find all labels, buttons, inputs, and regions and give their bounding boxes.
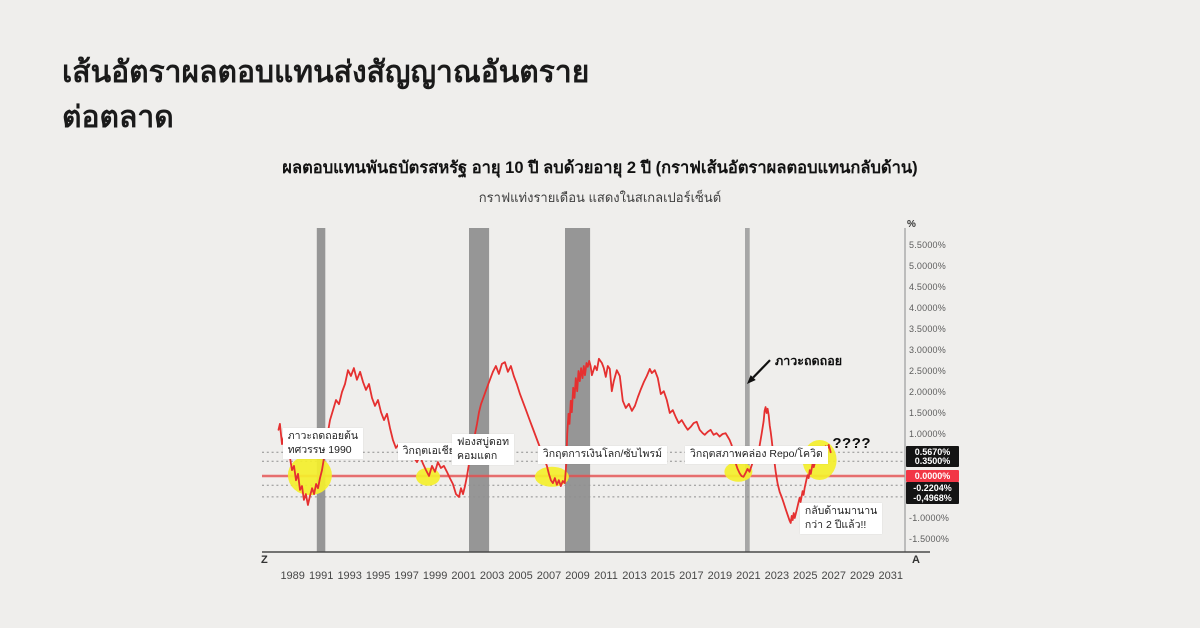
- x-axis-label: 2029: [850, 570, 875, 582]
- annotation-line: ทศวรรษ 1990: [287, 443, 352, 456]
- highlight-ellipse: [416, 467, 440, 486]
- y-axis-label: 2.5000%: [909, 366, 946, 376]
- price-badge: 0.3500%: [906, 455, 959, 468]
- y-axis-label: 1.5000%: [909, 408, 946, 418]
- x-axis-label: 2019: [707, 570, 733, 582]
- x-axis-label: 2015: [650, 570, 676, 582]
- annotation-question-marks: ????: [832, 434, 871, 454]
- y-axis-label: -1.0000%: [909, 513, 950, 523]
- y-axis-label: 3.5000%: [909, 324, 946, 334]
- annotation-gfc-subprime: วิกฤตการเงินโลก/ซับไพรม์: [537, 446, 668, 464]
- x-axis-label: 1991: [308, 570, 334, 582]
- recession-band: [316, 228, 326, 552]
- annotation-inverted-2-years: กลับด้านมานาน กว่า 2 ปีแล้ว!!: [799, 502, 883, 535]
- spread-line: [277, 357, 832, 524]
- annotation-line: ฟองสบู่ดอท: [457, 436, 509, 448]
- recession-band: [745, 228, 750, 552]
- y-axis-label: -1.5000%: [909, 534, 950, 544]
- price-badge: 0.5670%: [906, 446, 959, 459]
- y-axis-label: 4.5000%: [909, 282, 946, 292]
- annotation-dotcom-bubble: ฟองสบู่ดอท คอมแตก: [452, 434, 514, 466]
- corner-label-left: Z: [261, 554, 268, 566]
- x-axis-label: 2013: [622, 570, 647, 582]
- y-axis-unit: %: [907, 219, 916, 230]
- highlight-ellipse: [534, 466, 569, 487]
- annotation-line: คอมแตก: [457, 449, 498, 462]
- recession-band: [469, 228, 490, 552]
- annotation-recession-arrow-label: ภาวะถดถอย: [775, 353, 842, 369]
- x-axis-label: 1999: [422, 570, 448, 582]
- chart-title: ผลตอบแทนพันธบัตรสหรัฐ อายุ 10 ปี ลบด้วยอ…: [282, 159, 918, 177]
- annotation-line: กลับด้านมานาน: [804, 504, 878, 517]
- y-axis-label: 5.0000%: [909, 261, 946, 271]
- x-axis-label: 1989: [280, 570, 305, 582]
- recession-arrow: [752, 359, 771, 379]
- annotation-line: กว่า 2 ปีแล้ว!!: [804, 518, 867, 531]
- chart-area: % Z A 5.5000% 5.0000% 4.5000% 4.0000% 3.5000% 3.…: [256, 218, 960, 590]
- x-axis-label: 2001: [451, 570, 476, 582]
- y-axis-label: 4.0000%: [909, 303, 946, 313]
- y-axis-label: 3.0000%: [909, 345, 946, 355]
- x-axis-label: 2027: [821, 570, 847, 582]
- plot: [262, 228, 930, 553]
- main-heading: เส้นอัตราผลตอบแทนส่งสัญญาณอันตราย ต่อตลา…: [62, 50, 589, 140]
- x-axis-label: 2011: [594, 570, 618, 582]
- x-axis-label: 2017: [679, 570, 704, 582]
- heading-line-1: เส้นอัตราผลตอบแทนส่งสัญญาณอันตราย: [62, 56, 590, 89]
- y-axis-label: 5.5000%: [909, 240, 946, 250]
- x-axis-label: 1997: [394, 570, 419, 582]
- annotation-line: ????: [832, 435, 872, 452]
- x-axis-label: 2025: [793, 570, 818, 582]
- annotation-asia-crisis: วิกฤตเอเชีย: [397, 442, 460, 461]
- price-badge: 0.0000%: [906, 470, 959, 482]
- x-axis-label: 2003: [479, 570, 505, 582]
- x-axis-label: 2021: [736, 570, 761, 582]
- x-axis-label: 2023: [764, 570, 790, 582]
- x-axis-label: 1995: [365, 570, 391, 582]
- recession-arrow-head: [746, 375, 756, 385]
- y-axis-label: 2.0000%: [909, 387, 946, 397]
- annotation-recession-1990s: ภาวะถดถอยต้น ทศวรรษ 1990: [282, 428, 364, 460]
- x-axis-label: 2009: [565, 570, 590, 582]
- x-axis-label: 1993: [337, 570, 362, 582]
- x-axis-label: 2005: [508, 570, 533, 582]
- annotation-line: วิกฤตเอเชีย: [402, 444, 455, 457]
- annotation-line: ภาวะถดถอยต้น: [287, 430, 359, 443]
- x-axis-label: 2007: [536, 570, 562, 582]
- plot-overlay: % Z A 5.5000% 5.0000% 4.5000% 4.0000% 3.5000% 3.…: [256, 218, 960, 590]
- chart-subtitle: กราฟแท่งรายเดือน แสดงในสเกลเปอร์เซ็นต์: [478, 190, 722, 205]
- annotation-line: วิกฤตการเงินโลก/ซับไพรม์: [542, 448, 663, 461]
- y-axis-label: 1.0000%: [909, 429, 946, 439]
- price-badge: -0.2204%: [906, 482, 959, 495]
- annotation-repo-covid: วิกฤตสภาพคล่อง Repo/โควิด: [685, 446, 828, 464]
- x-axis-label: 2031: [878, 570, 904, 582]
- annotation-line: วิกฤตสภาพคล่อง Repo/โควิด: [690, 448, 823, 461]
- price-badge: -0,4968%: [906, 491, 959, 504]
- corner-label-right: A: [912, 554, 920, 566]
- heading-line-2: ต่อตลาด: [62, 101, 174, 134]
- annotation-line: ภาวะถดถอย: [775, 353, 843, 368]
